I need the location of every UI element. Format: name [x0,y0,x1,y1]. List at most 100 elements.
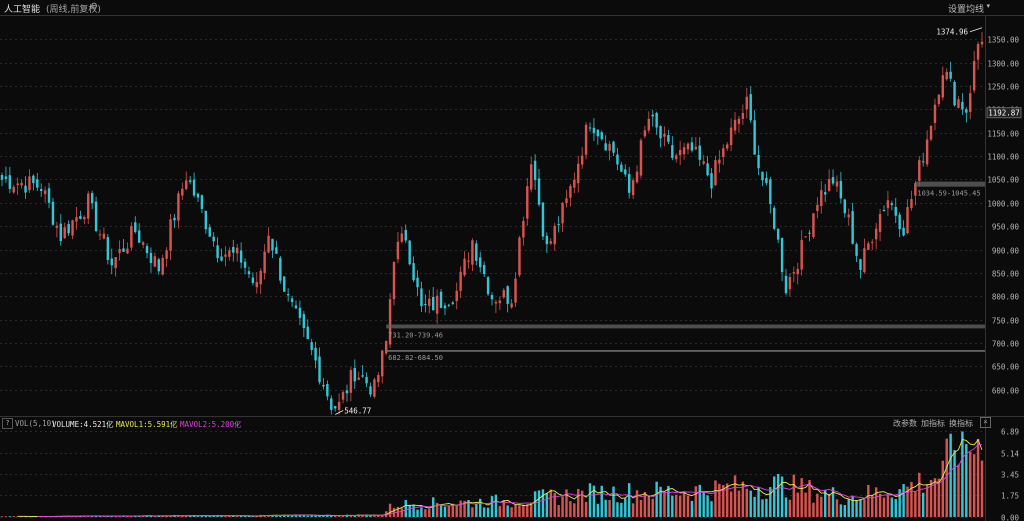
candle-body [71,220,74,236]
volume-bar [882,497,886,517]
volume-bar [545,493,549,517]
candle-body [392,262,396,300]
volume-bar [302,514,306,517]
volume-bar [463,500,466,517]
volume-bar [725,483,729,517]
candle-body [624,169,627,175]
volume-bar [467,500,470,517]
volume-bar [745,488,749,517]
volume-bar [906,486,909,517]
volume-bar [749,490,752,517]
price-tick-label: 1100.00 [987,153,1019,162]
candle-body [608,143,611,151]
volume-axis: 6.89 5.14 3.45 1.75 0.00 [1001,428,1020,521]
candle-body [141,242,145,245]
volume-bar [459,500,462,517]
volume-bar [533,491,537,517]
candle-body [812,213,815,237]
candle-body [733,119,737,131]
close-icon[interactable]: × [980,417,991,428]
add-indicator-button[interactable]: 加指标 [921,419,945,428]
candle-body [357,377,360,380]
candle-body [765,177,768,184]
volume-bar [333,515,337,517]
price-tick-label: 1000.00 [987,200,1019,209]
candle-body [185,180,188,190]
candle-body [16,183,19,186]
candle-body [63,227,66,239]
candle-body [725,144,729,149]
candle-body [79,216,82,219]
candle-body [177,193,180,221]
volume-bar [541,489,545,517]
candle-body [675,155,678,160]
candle-body [408,240,411,265]
volume-bar [482,507,486,517]
settings-ma-button[interactable]: 设置均线 [947,5,984,15]
swap-indicator-button[interactable]: 换指标 [949,419,973,428]
candle-body [255,282,259,288]
volume-bar [812,502,815,517]
candle-body [694,146,698,150]
candle-body [545,235,549,245]
volume-bar [886,494,890,517]
candle-body [251,277,255,283]
candle-body [671,145,674,158]
candle-body [867,243,870,250]
candle-body [110,258,113,266]
candle-body [212,236,215,242]
candle-body [518,237,521,276]
candle-body [486,277,490,295]
candle-body [878,214,882,232]
volume-bar [953,450,956,517]
volume-bar [224,516,227,517]
volume-bar [820,496,823,517]
candle-body [118,249,121,253]
volume-bar [275,515,278,517]
candle-body [769,179,772,205]
candle-series [0,31,984,415]
candle-body [349,370,353,393]
candle-body [181,188,184,196]
volume-bar [439,504,443,517]
volume-bar [498,506,502,517]
volume-bar [714,480,717,517]
volume-bar [757,487,760,517]
candle-body [384,341,388,354]
current-price-box [986,107,1022,119]
volume-bar [220,515,223,517]
candle-body [67,223,70,234]
help-icon[interactable]: ? [2,418,13,429]
edit-params-button[interactable]: 改参数 [893,419,917,428]
volume-bar [549,489,553,517]
candle-body [969,93,972,112]
gear-icon[interactable]: ⚙ [90,2,99,12]
candle-body [980,41,984,45]
price-tick-label: 600.00 [992,387,1020,396]
vol-tick-label: 6.89 [1001,428,1019,437]
volume-bar [561,496,564,517]
volume-bar [118,516,121,517]
candle-body [592,127,596,134]
volume-bar [808,480,811,517]
candle-body [224,254,227,257]
chevron-down-icon[interactable]: ▾ [986,2,990,10]
candle-body [502,290,505,298]
mavol2-line [37,444,982,517]
candle-body [498,300,502,304]
volume-bar [161,515,164,517]
candle-body [976,44,980,60]
volume-bar [776,474,780,517]
volume-bar [722,485,725,517]
volume-bar [863,499,866,517]
volume-bar [639,499,643,517]
candle-body [337,401,341,410]
candle-body [702,161,705,164]
volume-bar [177,516,180,517]
volume-bar [686,495,690,517]
volume-bar [267,515,270,517]
candle-body [102,233,106,239]
high-label: 1374.96 [936,28,968,37]
volume-bar [780,476,784,517]
